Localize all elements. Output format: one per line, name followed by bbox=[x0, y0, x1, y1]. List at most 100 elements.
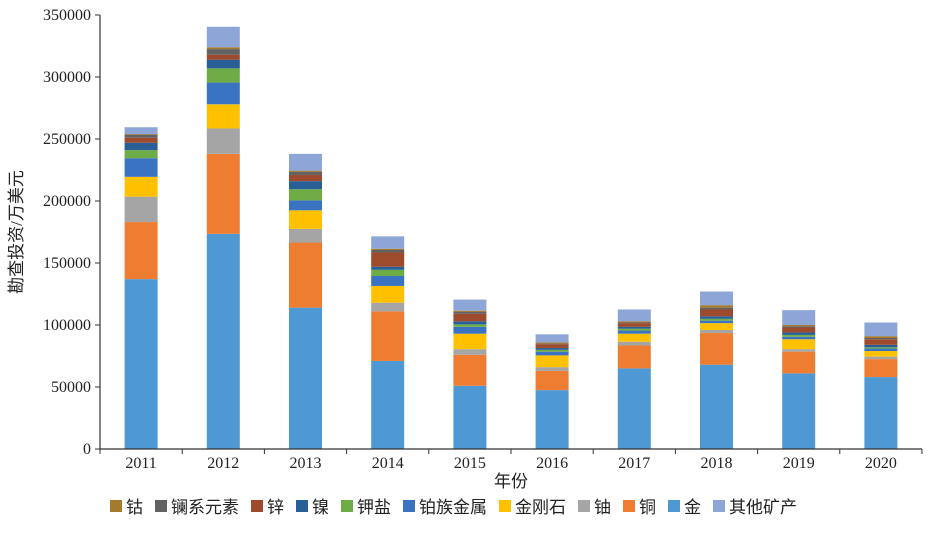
bar-segment bbox=[289, 181, 322, 190]
legend-label: 镍 bbox=[312, 498, 329, 517]
bar-segment bbox=[206, 128, 240, 154]
y-tick-label: 300000 bbox=[43, 69, 91, 86]
bar-segment bbox=[700, 307, 733, 310]
bar-segment bbox=[535, 344, 569, 348]
bar-segment bbox=[371, 269, 405, 277]
bar-segment bbox=[289, 174, 322, 182]
bar-segment bbox=[453, 313, 487, 322]
bar-segment bbox=[864, 359, 898, 378]
x-tick-label: 2015 bbox=[454, 455, 486, 472]
bar-segment bbox=[700, 323, 733, 330]
bar-segment bbox=[289, 242, 322, 308]
bar-segment bbox=[864, 348, 898, 352]
bar-segment bbox=[864, 356, 898, 360]
bar-segment bbox=[124, 142, 158, 151]
x-tick-label: 2012 bbox=[207, 455, 239, 472]
legend-label: 镧系元素 bbox=[171, 498, 239, 517]
legend-swatch bbox=[499, 500, 511, 512]
bar-segment bbox=[289, 189, 322, 201]
legend-swatch bbox=[623, 500, 635, 512]
bar-segment bbox=[700, 329, 733, 334]
bar-segment bbox=[124, 134, 158, 135]
legend-label: 钾盐 bbox=[357, 498, 391, 517]
bar-segment bbox=[864, 339, 898, 345]
bar-segment bbox=[535, 390, 569, 449]
legend-swatch bbox=[296, 500, 308, 512]
bar-segment bbox=[617, 368, 651, 449]
bar-segment bbox=[206, 54, 240, 60]
bar-segment bbox=[371, 302, 405, 312]
bar-segment bbox=[782, 339, 816, 350]
x-tick-label: 2013 bbox=[290, 455, 322, 472]
bar-segment bbox=[453, 349, 487, 355]
bar-segment bbox=[371, 249, 405, 253]
bar-segment bbox=[124, 134, 158, 138]
bar-segment bbox=[453, 326, 487, 334]
x-tick-label: 2019 bbox=[783, 455, 815, 472]
bar-segment bbox=[124, 222, 158, 280]
bar-segment bbox=[453, 310, 487, 312]
bar-segment bbox=[453, 385, 487, 449]
bar-segment bbox=[371, 360, 405, 449]
bar-segment bbox=[700, 333, 733, 365]
legend-swatch bbox=[341, 500, 353, 512]
x-tick-label: 2017 bbox=[618, 455, 650, 472]
bar-segment bbox=[864, 338, 898, 340]
bar-segment bbox=[700, 364, 733, 449]
legend-label: 其他矿产 bbox=[729, 498, 797, 517]
bar-segment bbox=[289, 170, 322, 172]
bar-segment bbox=[453, 324, 487, 327]
x-tick-label: 2018 bbox=[701, 455, 733, 472]
bar-segment bbox=[371, 285, 405, 303]
bar-segment bbox=[535, 367, 569, 371]
bar-segment bbox=[206, 26, 240, 48]
bar-segment bbox=[371, 248, 405, 250]
bar-segment bbox=[535, 355, 569, 368]
bar-segment bbox=[453, 311, 487, 314]
x-tick-label: 2014 bbox=[372, 455, 404, 472]
legend-label: 钴 bbox=[126, 498, 143, 517]
bar-segment bbox=[617, 321, 651, 323]
bar-segment bbox=[617, 333, 651, 342]
bar-segment bbox=[864, 351, 898, 357]
legend-swatch bbox=[578, 500, 590, 512]
bar-segment bbox=[864, 336, 898, 339]
bar-segment bbox=[289, 307, 322, 449]
bar-segment bbox=[617, 328, 651, 331]
y-tick-label: 0 bbox=[83, 441, 91, 458]
bar-segment bbox=[535, 343, 569, 345]
bar-segment bbox=[535, 370, 569, 391]
y-tick-label: 200000 bbox=[43, 193, 91, 210]
bar-segment bbox=[864, 347, 898, 349]
bar-segment bbox=[206, 47, 240, 50]
bar-segment bbox=[617, 326, 651, 329]
bar-segment bbox=[864, 377, 898, 449]
bar-segment bbox=[535, 351, 569, 356]
bar-segment bbox=[289, 171, 322, 175]
legend-swatch bbox=[110, 500, 122, 512]
bar-segment bbox=[782, 336, 816, 340]
bar-segment bbox=[124, 176, 158, 197]
bar-segment bbox=[371, 266, 405, 270]
bar-segment bbox=[453, 321, 487, 325]
bar-segment bbox=[700, 318, 733, 321]
bar-segment bbox=[782, 332, 816, 335]
y-tick-layer: 0 50000 100000 150000 200000 250000 300000 3500… bbox=[43, 7, 100, 458]
bar-segment bbox=[700, 309, 733, 317]
bar-segment bbox=[782, 327, 816, 333]
y-axis-title: 勘查投资/万美元 bbox=[7, 170, 26, 294]
legend-swatch bbox=[713, 500, 725, 512]
bar-segment bbox=[371, 252, 405, 267]
legend: 钴 镧系元素 锌 镍 钾盐 铂族金属 金刚石 铀 铜 金 其他矿产 bbox=[110, 498, 797, 517]
y-tick-label: 150000 bbox=[43, 255, 91, 272]
bar-segment bbox=[782, 334, 816, 337]
bar-segment bbox=[124, 158, 158, 177]
bar-segment bbox=[289, 200, 322, 211]
bar-segment bbox=[782, 310, 816, 325]
bar-segment bbox=[206, 233, 240, 449]
legend-label: 铀 bbox=[594, 498, 611, 517]
bar-segment bbox=[782, 373, 816, 449]
bar-segment bbox=[206, 68, 240, 83]
bar-segment bbox=[453, 333, 487, 350]
